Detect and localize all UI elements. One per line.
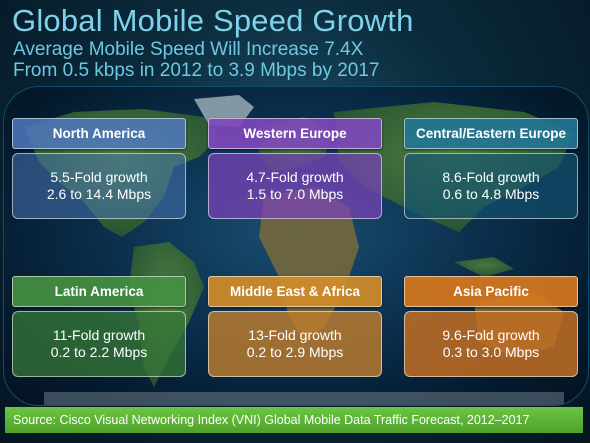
region-asia-pacific-stats: 9.6-Fold growth 0.3 to 3.0 Mbps (404, 311, 578, 377)
region-latin-america-stats: 11-Fold growth 0.2 to 2.2 Mbps (12, 311, 186, 377)
region-latin-america: Latin America 11-Fold growth 0.2 to 2.2 … (12, 276, 186, 377)
slide-title: Global Mobile Speed Growth (12, 3, 414, 38)
region-north-america-growth: 5.5-Fold growth (50, 169, 148, 185)
region-central-eastern-europe-range: 0.6 to 4.8 Mbps (442, 186, 540, 202)
region-north-america-stats: 5.5-Fold growth 2.6 to 14.4 Mbps (12, 153, 186, 219)
region-latin-america-range: 0.2 to 2.2 Mbps (50, 344, 148, 360)
region-middle-east-africa: Middle East & Africa 13-Fold growth 0.2 … (208, 276, 382, 377)
region-latin-america-header: Latin America (12, 276, 186, 307)
region-north-america-header: North America (12, 118, 186, 149)
region-western-europe: Western Europe 4.7-Fold growth 1.5 to 7.… (208, 118, 382, 219)
slide-subtitle-line-1: Average Mobile Speed Will Increase 7.4X (13, 39, 364, 60)
slide-subtitle-line-2: From 0.5 kbps in 2012 to 3.9 Mbps by 201… (13, 60, 380, 81)
region-western-europe-stats: 4.7-Fold growth 1.5 to 7.0 Mbps (208, 153, 382, 219)
region-middle-east-africa-growth: 13-Fold growth (248, 327, 342, 343)
region-central-eastern-europe-stats: 8.6-Fold growth 0.6 to 4.8 Mbps (404, 153, 578, 219)
region-asia-pacific-range: 0.3 to 3.0 Mbps (442, 344, 540, 360)
region-central-eastern-europe-growth: 8.6-Fold growth (442, 169, 540, 185)
region-western-europe-range: 1.5 to 7.0 Mbps (246, 186, 344, 202)
region-central-eastern-europe: Central/Eastern Europe 8.6-Fold growth 0… (404, 118, 578, 219)
region-middle-east-africa-stats: 13-Fold growth 0.2 to 2.9 Mbps (208, 311, 382, 377)
region-western-europe-growth: 4.7-Fold growth (246, 169, 344, 185)
region-central-eastern-europe-header: Central/Eastern Europe (404, 118, 578, 149)
region-north-america: North America 5.5-Fold growth 2.6 to 14.… (12, 118, 186, 219)
antarctica-landmass (44, 392, 564, 405)
region-middle-east-africa-range: 0.2 to 2.9 Mbps (246, 344, 344, 360)
region-middle-east-africa-header: Middle East & Africa (208, 276, 382, 307)
region-western-europe-header: Western Europe (208, 118, 382, 149)
region-north-america-range: 2.6 to 14.4 Mbps (46, 186, 152, 202)
region-asia-pacific-growth: 9.6-Fold growth (442, 327, 540, 343)
region-latin-america-growth: 11-Fold growth (52, 327, 146, 343)
indonesia-islands (454, 257, 514, 277)
region-asia-pacific: Asia Pacific 9.6-Fold growth 0.3 to 3.0 … (404, 276, 578, 377)
region-asia-pacific-header: Asia Pacific (404, 276, 578, 307)
source-footer: Source: Cisco Visual Networking Index (V… (5, 407, 583, 433)
